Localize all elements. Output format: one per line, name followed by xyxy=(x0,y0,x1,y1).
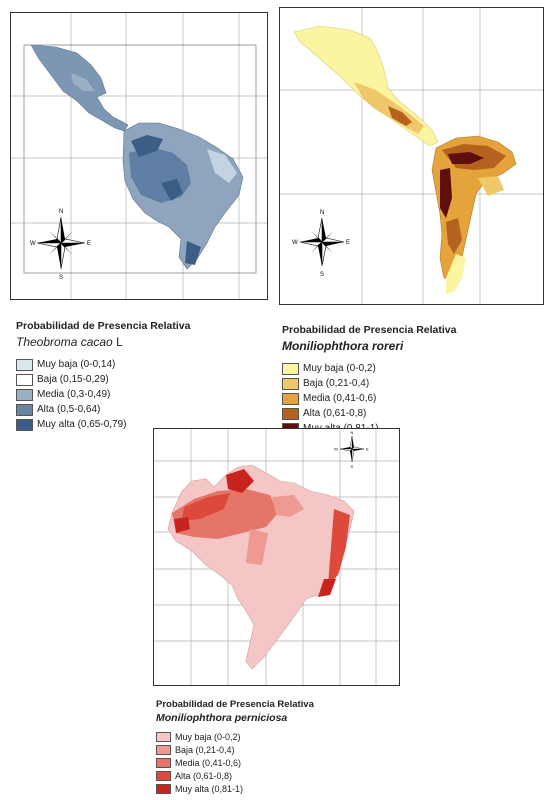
legend-item: Baja (0,15-0,29) xyxy=(16,372,191,387)
legend-theobroma-cacao: Probabilidad de Presencia Relativa Theob… xyxy=(16,320,191,432)
legend-species: Moniliophthora roreri xyxy=(282,339,404,353)
legend-item: Baja (0,21-0,4) xyxy=(156,743,314,756)
compass-south-label: S xyxy=(59,275,63,281)
legend-swatch xyxy=(282,392,299,405)
legend-item: Muy alta (0,65-0,79) xyxy=(16,417,191,432)
compass-east-label: E xyxy=(87,241,91,247)
legend-swatch xyxy=(16,388,33,401)
compass-rose-icon: N S E W xyxy=(334,430,369,469)
legend-swatch xyxy=(156,744,171,755)
legend-item: Alta (0,61-0,8) xyxy=(282,406,457,421)
compass-west-label: W xyxy=(292,240,298,246)
compass-west-label: W xyxy=(30,241,36,247)
legend-title: Probabilidad de Presencia Relativa xyxy=(282,324,457,336)
legend-swatch xyxy=(16,373,33,386)
compass-west-label: W xyxy=(334,447,338,452)
legend-item: Alta (0,5-0,64) xyxy=(16,402,191,417)
map-moniliophthora-roreri: N S E W xyxy=(279,7,544,305)
compass-south-label: S xyxy=(320,272,324,278)
legend-moniliophthora-perniciosa: Probabilidad de Presencia Relativa Monil… xyxy=(156,699,314,795)
map-moniliophthora-perniciosa: N S E W xyxy=(153,428,400,686)
compass-north-label: N xyxy=(320,210,324,216)
legend-moniliophthora-roreri: Probabilidad de Presencia Relativa Monil… xyxy=(282,324,457,436)
legend-item: Baja (0,21-0,4) xyxy=(282,376,457,391)
legend-item: Media (0,3-0,49) xyxy=(16,387,191,402)
legend-species: Theobroma cacao L xyxy=(16,335,191,349)
legend-item: Alta (0,61-0,8) xyxy=(156,769,314,782)
compass-north-label: N xyxy=(59,209,63,215)
legend-title: Probabilidad de Presencia Relativa xyxy=(16,320,191,332)
legend-item: Muy baja (0-0,2) xyxy=(156,730,314,743)
legend-swatch xyxy=(156,731,171,742)
legend-swatch xyxy=(282,377,299,390)
legend-item: Media (0,41-0,6) xyxy=(282,391,457,406)
map-theobroma-cacao: N S E W xyxy=(10,12,268,300)
legend-item: Muy baja (0-0,2) xyxy=(282,361,457,376)
legend-swatch xyxy=(156,783,171,794)
legend-swatch xyxy=(156,757,171,768)
legend-item: Muy baja (0-0,14) xyxy=(16,357,191,372)
legend-swatch xyxy=(16,358,33,371)
legend-species: Moniliophthora perniciosa xyxy=(156,712,288,724)
species-name: Theobroma cacao xyxy=(16,335,113,349)
legend-item: Muy alta (0,81-1) xyxy=(156,782,314,795)
legend-swatch xyxy=(282,362,299,375)
legend-swatch xyxy=(282,407,299,420)
legend-item: Media (0,41-0,6) xyxy=(156,756,314,769)
compass-north-label: N xyxy=(351,430,354,435)
legend-swatch xyxy=(156,770,171,781)
compass-east-label: E xyxy=(366,447,369,452)
compass-rose-icon: N S E W xyxy=(292,210,350,278)
legend-title: Probabilidad de Presencia Relativa xyxy=(156,699,314,710)
compass-south-label: S xyxy=(351,464,354,469)
legend-swatch xyxy=(16,403,33,416)
legend-swatch xyxy=(16,418,33,431)
compass-east-label: E xyxy=(346,240,350,246)
compass-rose-icon: N S E W xyxy=(30,209,91,281)
species-suffix: L xyxy=(112,335,123,349)
